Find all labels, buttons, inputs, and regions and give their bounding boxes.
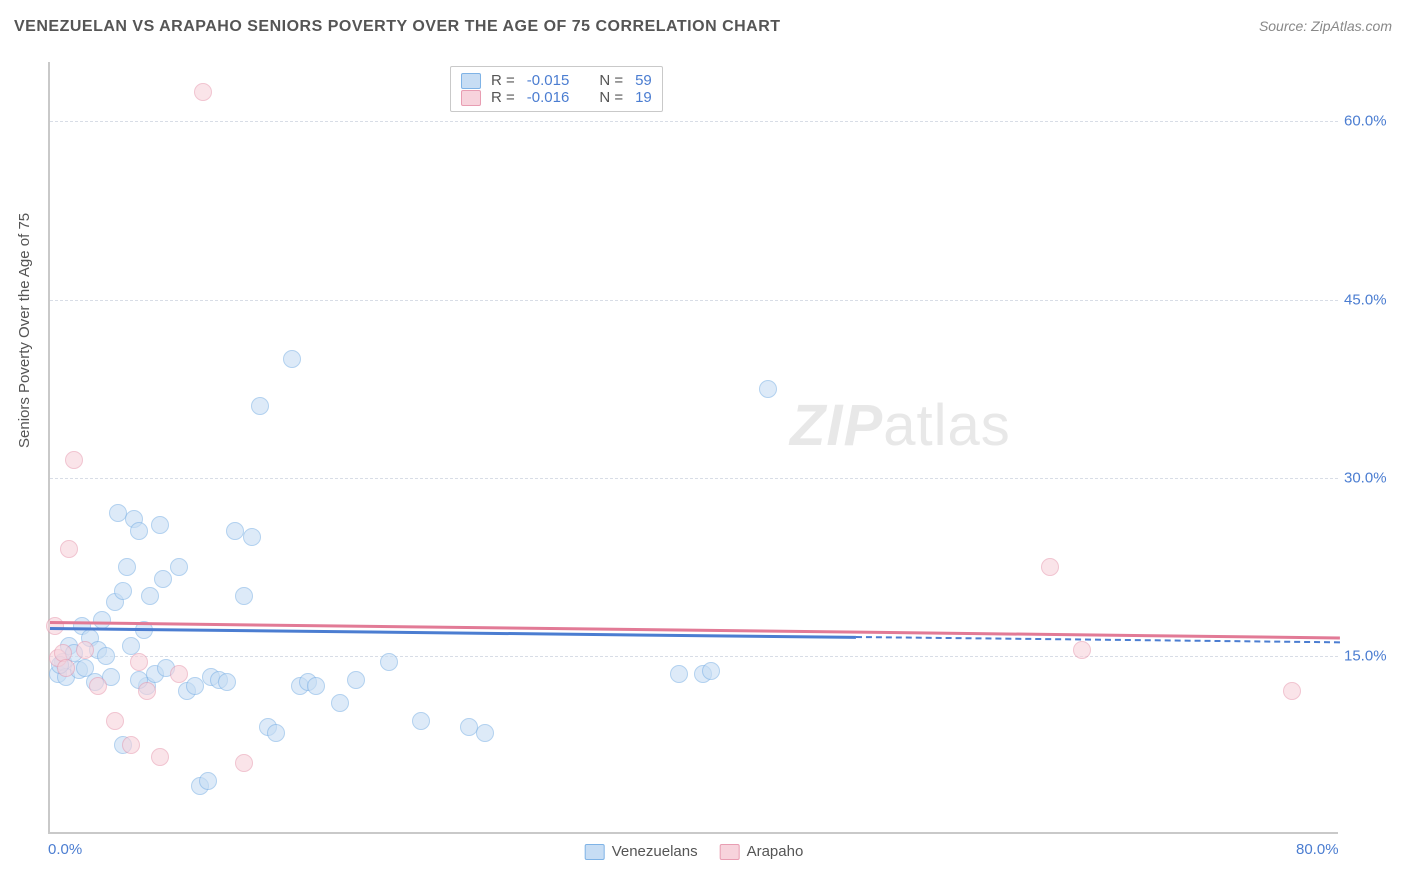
y-tick-label: 60.0% — [1344, 113, 1394, 130]
data-point — [60, 540, 78, 558]
legend-swatch — [585, 844, 605, 860]
r-value: -0.016 — [527, 89, 570, 106]
r-label: R = — [491, 72, 515, 89]
data-point — [670, 665, 688, 683]
data-point — [243, 528, 261, 546]
data-point — [170, 665, 188, 683]
data-point — [114, 582, 132, 600]
data-point — [476, 724, 494, 742]
legend-swatch — [720, 844, 740, 860]
n-value: 59 — [635, 72, 652, 89]
data-point — [106, 712, 124, 730]
legend-item: Venezuelans — [585, 843, 698, 860]
plot-area: ZIPatlas R = -0.015 N = 59 R = -0.016 N = 1… — [48, 62, 1338, 834]
gridline — [50, 656, 1338, 657]
legend-swatch — [461, 73, 481, 89]
chart-title: VENEZUELAN VS ARAPAHO SENIORS POVERTY OV… — [14, 18, 781, 35]
legend-row: R = -0.015 N = 59 — [461, 72, 652, 89]
data-point — [151, 516, 169, 534]
legend-item: Arapaho — [720, 843, 804, 860]
data-point — [194, 83, 212, 101]
data-point — [267, 724, 285, 742]
data-point — [1283, 682, 1301, 700]
data-point — [154, 570, 172, 588]
data-point — [380, 653, 398, 671]
gridline — [50, 478, 1338, 479]
data-point — [141, 587, 159, 605]
data-point — [702, 662, 720, 680]
watermark: ZIPatlas — [790, 392, 1011, 459]
data-point — [186, 677, 204, 695]
data-point — [118, 558, 136, 576]
n-label: N = — [599, 89, 623, 106]
y-tick-label: 45.0% — [1344, 291, 1394, 308]
data-point — [151, 748, 169, 766]
data-point — [1073, 641, 1091, 659]
n-label: N = — [599, 72, 623, 89]
data-point — [89, 677, 107, 695]
y-axis-title: Seniors Poverty Over the Age of 75 — [16, 213, 33, 448]
data-point — [283, 350, 301, 368]
data-point — [235, 754, 253, 772]
y-tick-label: 30.0% — [1344, 469, 1394, 486]
data-point — [57, 659, 75, 677]
data-point — [170, 558, 188, 576]
data-point — [235, 587, 253, 605]
y-tick-label: 15.0% — [1344, 647, 1394, 664]
data-point — [130, 522, 148, 540]
data-point — [76, 641, 94, 659]
data-point — [93, 611, 111, 629]
source-label: Source: ZipAtlas.com — [1259, 18, 1392, 34]
n-value: 19 — [635, 89, 652, 106]
gridline — [50, 121, 1338, 122]
x-tick-label: 80.0% — [1296, 841, 1339, 858]
correlation-legend: R = -0.015 N = 59 R = -0.016 N = 19 — [450, 66, 663, 112]
r-label: R = — [491, 89, 515, 106]
data-point — [412, 712, 430, 730]
legend-label: Arapaho — [747, 843, 804, 860]
data-point — [218, 673, 236, 691]
gridline — [50, 300, 1338, 301]
data-point — [138, 682, 156, 700]
data-point — [251, 397, 269, 415]
r-value: -0.015 — [527, 72, 570, 89]
legend-swatch — [461, 90, 481, 106]
data-point — [347, 671, 365, 689]
data-point — [130, 653, 148, 671]
data-point — [65, 451, 83, 469]
series-legend: Venezuelans Arapaho — [585, 843, 804, 860]
data-point — [1041, 558, 1059, 576]
data-point — [307, 677, 325, 695]
data-point — [331, 694, 349, 712]
data-point — [759, 380, 777, 398]
data-point — [97, 647, 115, 665]
data-point — [199, 772, 217, 790]
data-point — [122, 736, 140, 754]
legend-label: Venezuelans — [612, 843, 698, 860]
x-tick-label: 0.0% — [48, 841, 82, 858]
legend-row: R = -0.016 N = 19 — [461, 89, 652, 106]
